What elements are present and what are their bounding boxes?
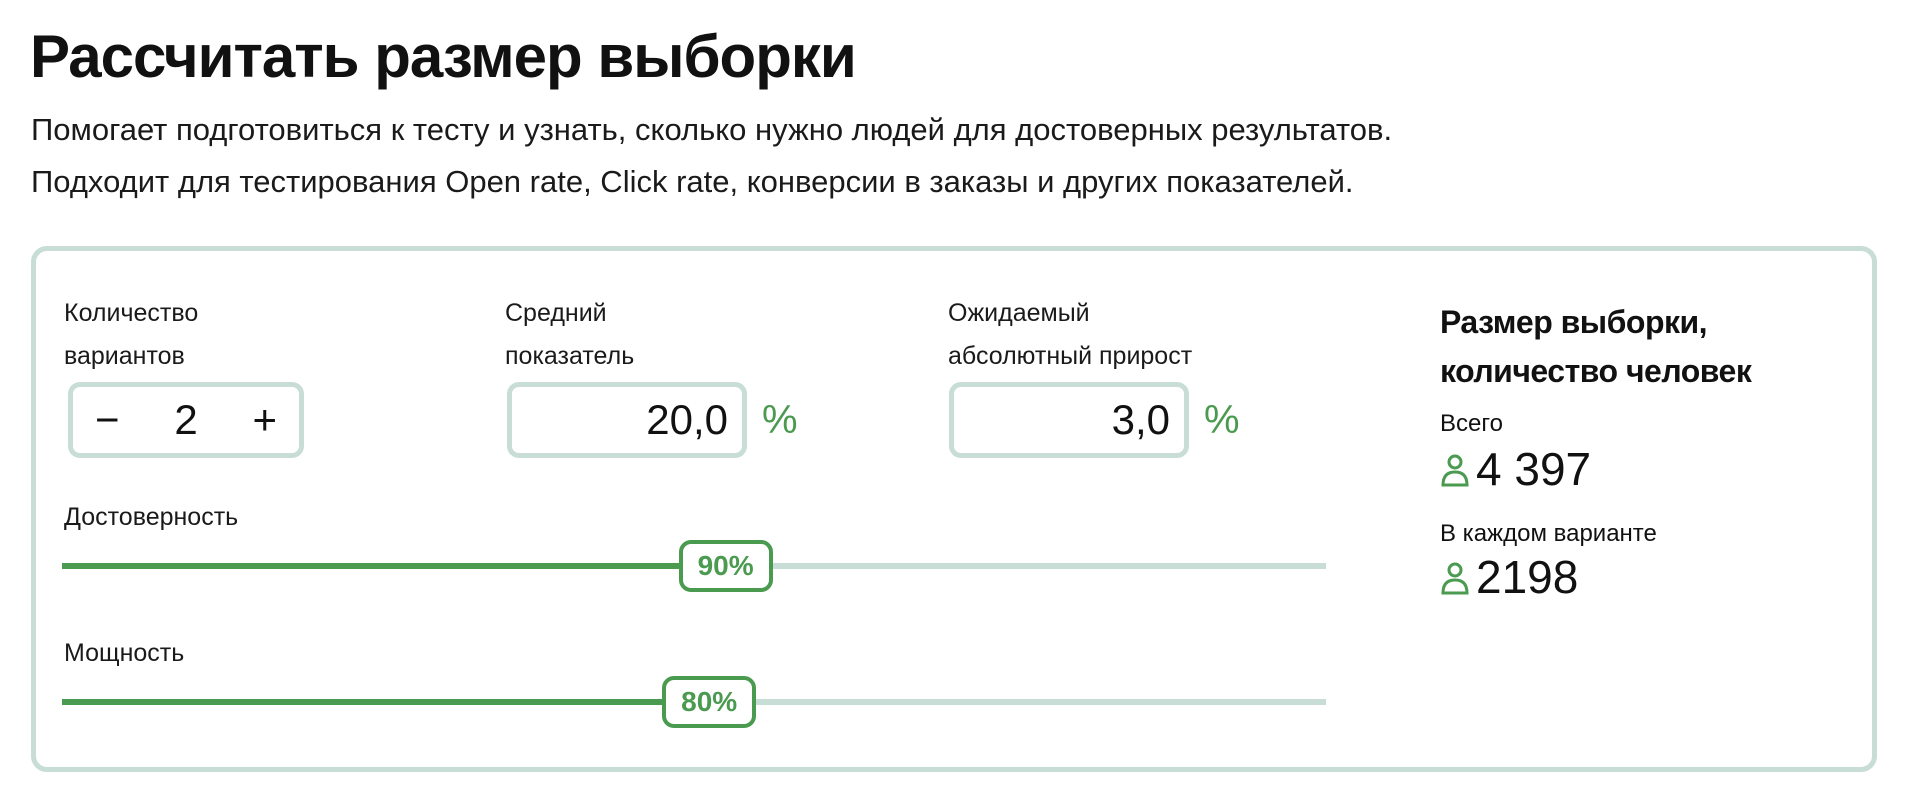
variants-value: 2 [174, 396, 198, 443]
total-value: 4 397 [1476, 443, 1592, 495]
subtitle-line-2: Подходит для тестирования Open rate, Cli… [31, 164, 1354, 199]
page-title: Рассчитать размер выборки [30, 23, 857, 90]
result-title: Размер выборки, количество человек [1440, 298, 1752, 396]
subtitle-line-1: Помогает подготовиться к тесту и узнать,… [31, 112, 1393, 147]
label-line: Ожидаемый [948, 299, 1090, 327]
confidence-slider-fill [62, 563, 726, 569]
label-line: абсолютный прирост [948, 342, 1193, 370]
calculator-card [31, 246, 1877, 772]
uplift-value[interactable]: 3,0 [1111, 396, 1170, 443]
power-slider-thumb[interactable]: 80% [662, 676, 757, 728]
average-label: Средний показатель [505, 292, 634, 378]
result-title-line: Размер выборки, [1440, 304, 1708, 340]
per-variant-value: 2198 [1476, 551, 1579, 603]
minus-button[interactable]: − [95, 396, 120, 443]
power-slider-fill [62, 699, 710, 705]
uplift-label: Ожидаемый абсолютный прирост [948, 292, 1192, 378]
per-variant-value-row: 2198 [1440, 550, 1578, 604]
average-unit: % [762, 398, 798, 442]
confidence-slider-thumb[interactable]: 90% [678, 540, 773, 592]
total-value-row: 4 397 [1440, 442, 1591, 496]
label-line: вариантов [64, 342, 185, 370]
per-variant-label: В каждом варианте [1440, 520, 1657, 547]
result-title-line: количество человек [1440, 353, 1752, 389]
variants-stepper[interactable]: − 2 + [68, 382, 304, 458]
confidence-label: Достоверность [64, 503, 239, 531]
variants-label: Количество вариантов [64, 292, 198, 378]
label-line: Количество [64, 299, 199, 327]
person-icon [1441, 454, 1469, 487]
plus-button[interactable]: + [252, 396, 277, 443]
uplift-input[interactable]: 3,0 [949, 382, 1189, 458]
uplift-unit: % [1204, 398, 1240, 442]
total-label: Всего [1440, 410, 1503, 437]
person-icon [1441, 562, 1469, 595]
label-line: Средний [505, 299, 607, 327]
average-value[interactable]: 20,0 [646, 396, 728, 443]
power-label: Мощность [64, 639, 185, 667]
label-line: показатель [505, 342, 635, 370]
average-input[interactable]: 20,0 [507, 382, 747, 458]
